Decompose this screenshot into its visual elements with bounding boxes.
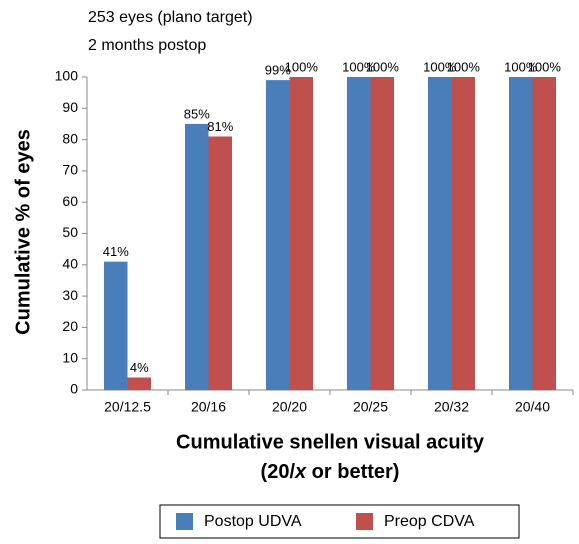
y-tick-label: 40 [62,256,78,272]
x-tick-label: 20/25 [353,399,388,415]
y-tick-label: 70 [62,162,78,178]
data-label: 99% [265,63,291,78]
legend-box [159,504,520,539]
bar [185,123,209,390]
y-tick-label: 30 [62,287,78,303]
x-tick-label: 20/40 [515,399,550,415]
y-tick-label: 20 [62,318,78,334]
x-axis-label-part: (20/ [261,461,296,483]
data-label: 100% [504,59,538,74]
bar [370,77,394,390]
data-label: 100% [447,59,481,74]
bar [347,77,371,390]
bar [127,377,151,390]
y-tick-label: 60 [62,193,78,209]
x-tick-label: 20/32 [434,399,469,415]
legend-swatch [176,513,193,530]
data-label: 100% [342,59,376,74]
y-tick-label: 100 [55,68,79,84]
y-tick-label: 80 [62,130,78,146]
y-tick-label: 0 [70,381,78,397]
bar [266,80,290,390]
bar [208,136,232,390]
legend-label: Postop UDVA [204,513,302,530]
bar [509,77,533,390]
data-label: 81% [207,119,233,134]
data-label: 41% [103,244,129,259]
x-tick-label: 20/16 [191,399,226,415]
y-tick-label: 10 [62,349,78,365]
x-axis-label: (20/x or better) [261,461,400,483]
x-axis-label-part: or better) [306,461,399,483]
data-label: 100% [285,59,319,74]
legend-swatch [356,513,373,530]
chart-subtitle: 2 months postop [88,37,206,54]
data-label: 85% [184,106,210,121]
y-tick-label: 90 [62,99,78,115]
x-axis-label-part: x [294,461,307,483]
bar [104,261,128,390]
bar [451,77,475,390]
bar [428,77,452,390]
y-tick-label: 50 [62,224,78,240]
x-axis-label: Cumulative snellen visual acuity [176,431,485,453]
x-tick-label: 20/20 [272,399,307,415]
legend-label: Preop CDVA [384,513,475,530]
data-label: 100% [423,59,457,74]
y-axis-label: Cumulative % of eyes [12,129,34,335]
x-tick-label: 20/12.5 [104,399,151,415]
data-label: 100% [366,59,400,74]
bar [289,77,313,390]
chart-title: 253 eyes (plano target) [88,9,253,26]
data-label: 100% [528,59,562,74]
data-label: 4% [130,360,149,375]
bar [532,77,556,390]
